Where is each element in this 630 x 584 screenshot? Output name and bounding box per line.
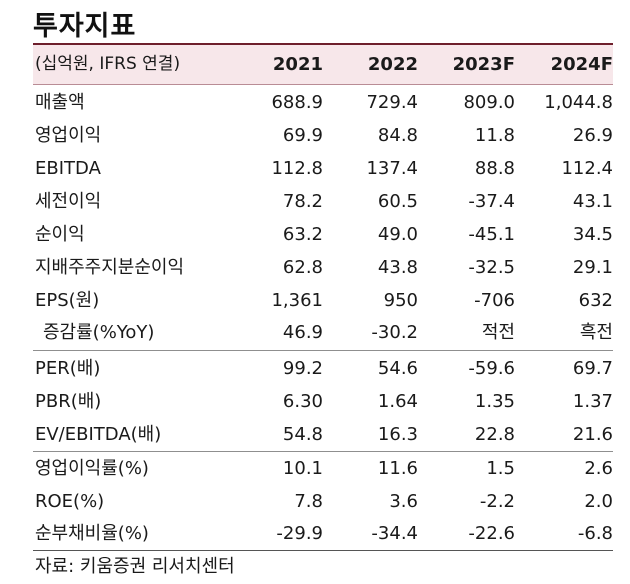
- row-label: 영업이익: [35, 125, 102, 146]
- cell: -22.6: [468, 523, 515, 544]
- cell: 137.4: [366, 158, 418, 179]
- table-row: PER(배) 99.2 54.6 -59.6 69.7: [33, 352, 613, 385]
- table-row: PBR(배) 6.30 1.64 1.35 1.37: [33, 385, 613, 418]
- cell: 63.2: [282, 224, 323, 245]
- cell: 3.6: [389, 491, 418, 512]
- cell: 112.4: [561, 158, 613, 179]
- row-label: 증감률(%YoY): [43, 322, 155, 343]
- cell: 1.5: [486, 458, 515, 479]
- row-label: 순부채비율(%): [35, 523, 149, 544]
- cell: -30.2: [371, 322, 418, 343]
- table-row: 세전이익 78.2 60.5 -37.4 43.1: [33, 185, 613, 218]
- cell: 16.3: [377, 424, 418, 445]
- cell: 34.5: [572, 224, 613, 245]
- group-divider: [33, 350, 613, 351]
- cell: -59.6: [468, 358, 515, 379]
- row-label: PBR(배): [35, 391, 102, 412]
- cell: 112.8: [271, 158, 323, 179]
- cell: 69.7: [572, 358, 613, 379]
- table-row: EPS(원) 1,361 950 -706 632: [33, 284, 613, 317]
- cell: 10.1: [282, 458, 323, 479]
- header-year-2021: 2021: [272, 54, 323, 75]
- cell: 11.8: [474, 125, 515, 146]
- cell: 43.1: [572, 191, 613, 212]
- cell: -34.4: [371, 523, 418, 544]
- cell: 22.8: [474, 424, 515, 445]
- cell: 54.6: [377, 358, 418, 379]
- cell: 1.35: [474, 391, 515, 412]
- table-row: 순이익 63.2 49.0 -45.1 34.5: [33, 218, 613, 251]
- cell: -706: [474, 290, 515, 311]
- cell: 688.9: [271, 92, 323, 113]
- row-label: ROE(%): [35, 491, 105, 512]
- cell: 11.6: [377, 458, 418, 479]
- header-year-2022: 2022: [367, 54, 418, 75]
- row-label: EPS(원): [35, 290, 100, 311]
- table-row: 지배주주지분순이익 62.8 43.8 -32.5 29.1: [33, 251, 613, 284]
- cell: 1,361: [271, 290, 323, 311]
- cell: 29.1: [572, 257, 613, 278]
- row-label: 매출액: [35, 92, 85, 113]
- cell: 99.2: [282, 358, 323, 379]
- table-row: 영업이익 69.9 84.8 11.8 26.9: [33, 119, 613, 152]
- row-label: EBITDA: [35, 158, 101, 179]
- cell: 62.8: [282, 257, 323, 278]
- header-row: (십억원, IFRS 연결) 2021 2022 2023F 2024F: [33, 48, 613, 81]
- cell: -45.1: [468, 224, 515, 245]
- cell: 43.8: [377, 257, 418, 278]
- cell: 2.0: [584, 491, 613, 512]
- cell: 21.6: [572, 424, 613, 445]
- row-label: PER(배): [35, 358, 101, 379]
- cell: 1,044.8: [544, 92, 613, 113]
- header-rule: [33, 84, 613, 85]
- table-row: 순부채비율(%) -29.9 -34.4 -22.6 -6.8: [33, 517, 613, 550]
- table-bottom-rule: [33, 550, 613, 551]
- cell: 흑전: [579, 322, 613, 343]
- cell: 729.4: [366, 92, 418, 113]
- cell: -29.9: [276, 523, 323, 544]
- cell: 1.37: [572, 391, 613, 412]
- cell: -2.2: [479, 491, 515, 512]
- cell: 46.9: [282, 322, 323, 343]
- source-note: 자료: 키움증권 리서치센터: [35, 556, 235, 577]
- cell: -6.8: [577, 523, 613, 544]
- cell: -37.4: [468, 191, 515, 212]
- cell: 26.9: [572, 125, 613, 146]
- table-title: 투자지표: [33, 11, 137, 42]
- cell: 69.9: [282, 125, 323, 146]
- header-year-2024f: 2024F: [550, 54, 613, 75]
- cell: 7.8: [294, 491, 323, 512]
- row-label: 지배주주지분순이익: [35, 257, 185, 278]
- table-row: EBITDA 112.8 137.4 88.8 112.4: [33, 152, 613, 185]
- cell: 54.8: [282, 424, 323, 445]
- header-year-2023f: 2023F: [452, 54, 515, 75]
- cell: 809.0: [463, 92, 515, 113]
- cell: 950: [383, 290, 418, 311]
- table-row: EV/EBITDA(배) 54.8 16.3 22.8 21.6: [33, 418, 613, 451]
- table-row: 매출액 688.9 729.4 809.0 1,044.8: [33, 86, 613, 119]
- cell: 2.6: [584, 458, 613, 479]
- row-label: 순이익: [35, 224, 85, 245]
- cell: 632: [578, 290, 613, 311]
- table-row: 증감률(%YoY) 46.9 -30.2 적전 흑전: [33, 316, 613, 349]
- header-background: [33, 45, 613, 84]
- row-label: 영업이익률(%): [35, 458, 149, 479]
- cell: 6.30: [282, 391, 323, 412]
- cell: 60.5: [377, 191, 418, 212]
- table-row: 영업이익률(%) 10.1 11.6 1.5 2.6: [33, 452, 613, 485]
- row-label: 세전이익: [35, 191, 102, 212]
- group-divider: [33, 451, 613, 452]
- cell: 1.64: [377, 391, 418, 412]
- cell: 49.0: [377, 224, 418, 245]
- cell: 88.8: [474, 158, 515, 179]
- row-label: EV/EBITDA(배): [35, 424, 162, 445]
- cell: 적전: [481, 322, 515, 343]
- cell: 78.2: [282, 191, 323, 212]
- title-rule: [33, 43, 613, 45]
- cell: -32.5: [468, 257, 515, 278]
- table-row: ROE(%) 7.8 3.6 -2.2 2.0: [33, 485, 613, 518]
- header-unit-label: (십억원, IFRS 연결): [35, 54, 181, 74]
- cell: 84.8: [377, 125, 418, 146]
